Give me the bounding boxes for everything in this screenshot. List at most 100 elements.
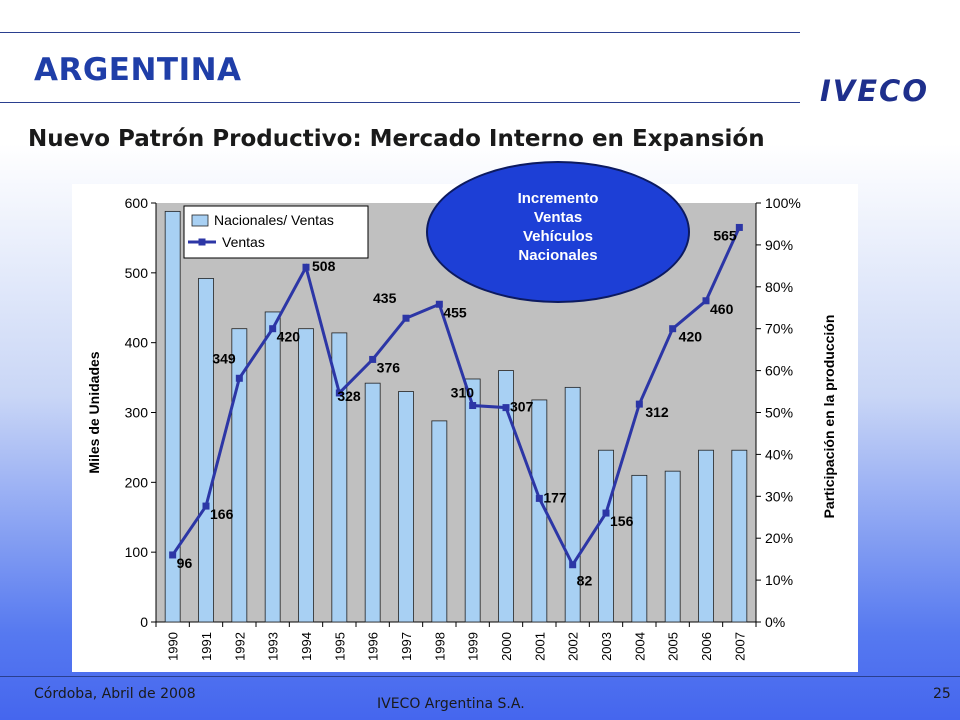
y2-tick-label: 60% xyxy=(765,363,793,379)
data-label: 349 xyxy=(212,350,236,366)
y2-tick-label: 50% xyxy=(765,405,793,421)
bar xyxy=(464,378,481,623)
bar xyxy=(231,328,248,623)
series-line-ventas xyxy=(171,226,741,568)
y-tick-label: 300 xyxy=(125,405,149,421)
legend-label-line: Ventas xyxy=(222,234,265,250)
line-marker xyxy=(569,561,577,569)
line-marker xyxy=(469,402,477,410)
x-tick-label: 2000 xyxy=(499,632,514,661)
line-marker xyxy=(669,325,677,333)
header-rule-bottom xyxy=(0,102,800,103)
y2-axis-title: Participación en la producción xyxy=(821,315,837,519)
line-marker xyxy=(369,355,377,363)
legend-line-marker xyxy=(198,238,206,246)
bar xyxy=(731,449,748,623)
data-label: 376 xyxy=(377,359,401,375)
x-tick-label: 2005 xyxy=(666,632,681,661)
line-marker xyxy=(435,300,443,308)
callout-line-4: Nacionales xyxy=(518,247,598,264)
bar xyxy=(364,382,381,623)
footer-date: Córdoba, Abril de 2008 xyxy=(34,686,196,702)
line-marker xyxy=(702,297,710,305)
data-label: 328 xyxy=(337,388,361,404)
bar xyxy=(298,328,314,623)
y2-tick-label: 100% xyxy=(765,195,801,211)
line-marker xyxy=(735,223,743,231)
page-number: 25 xyxy=(933,686,951,702)
data-label: 420 xyxy=(679,329,703,345)
bar xyxy=(698,449,714,623)
header-rule-top xyxy=(0,32,800,33)
y2-tick-label: 40% xyxy=(765,446,793,462)
y2-tick-label: 0% xyxy=(765,614,785,630)
y-tick-label: 600 xyxy=(125,195,149,211)
y2-tick-label: 20% xyxy=(765,530,793,546)
data-label: 166 xyxy=(210,506,234,522)
legend-bar-swatch xyxy=(191,214,209,227)
x-tick-label: 1998 xyxy=(432,632,447,661)
bar xyxy=(198,278,214,623)
bar xyxy=(564,386,581,623)
bar xyxy=(164,210,181,623)
footer-company: IVECO Argentina S.A. xyxy=(377,696,525,712)
x-tick-label: 2004 xyxy=(632,632,647,661)
bar xyxy=(398,391,414,623)
x-tick-label: 1996 xyxy=(366,632,381,661)
x-tick-label: 1997 xyxy=(399,632,414,661)
x-tick-label: 1999 xyxy=(466,632,481,661)
y-tick-label: 100 xyxy=(125,544,149,560)
line-marker xyxy=(202,502,210,510)
x-tick-label: 1993 xyxy=(266,632,281,661)
x-tick-label: 2006 xyxy=(699,632,714,661)
line-marker xyxy=(402,314,410,322)
bar xyxy=(264,311,281,623)
line-marker xyxy=(602,509,610,517)
data-label: 435 xyxy=(373,290,397,306)
y-axis-title: Miles de Unidades xyxy=(86,351,102,473)
page-title: ARGENTINA xyxy=(34,52,242,88)
bar xyxy=(431,420,448,623)
data-label: 565 xyxy=(713,227,737,243)
legend-label-bars: Nacionales/ Ventas xyxy=(214,212,334,228)
data-label: 455 xyxy=(443,304,467,320)
x-tick-label: 2003 xyxy=(599,632,614,661)
y2-tick-label: 80% xyxy=(765,279,793,295)
data-label: 310 xyxy=(451,385,475,401)
line-marker xyxy=(535,494,543,502)
y-tick-label: 200 xyxy=(125,474,149,490)
data-label: 82 xyxy=(577,573,593,589)
x-tick-label: 1991 xyxy=(199,632,214,661)
line-marker xyxy=(302,263,310,271)
data-label: 508 xyxy=(312,258,336,274)
data-label: 96 xyxy=(177,555,193,571)
callout-line-3: Vehículos xyxy=(522,228,594,245)
x-tick-label: 1992 xyxy=(232,632,247,661)
iveco-logo: IVECO xyxy=(820,74,929,108)
y2-tick-label: 90% xyxy=(765,237,793,253)
bar xyxy=(598,449,614,623)
data-label: 460 xyxy=(710,301,734,317)
slide-subtitle: Nuevo Patrón Productivo: Mercado Interno… xyxy=(28,126,765,152)
line-marker xyxy=(635,400,643,408)
callout-text: Incremento Ventas Vehículos Nacionales xyxy=(428,189,688,265)
line-marker xyxy=(169,551,177,559)
bar xyxy=(498,370,514,623)
callout-ellipse: Incremento Ventas Vehículos Nacionales xyxy=(426,161,690,303)
callout-line-1: Incremento xyxy=(517,190,599,207)
bar xyxy=(331,332,348,623)
line-marker xyxy=(502,404,510,412)
legend-box xyxy=(183,205,369,259)
bar xyxy=(631,474,648,623)
y2-tick-label: 10% xyxy=(765,572,793,588)
x-tick-label: 1994 xyxy=(299,632,314,661)
x-tick-label: 2001 xyxy=(532,632,547,661)
line-marker xyxy=(335,389,343,397)
callout-line-2: Ventas xyxy=(533,209,583,226)
y-tick-label: 500 xyxy=(125,265,149,281)
data-label: 312 xyxy=(645,404,669,420)
data-label: 420 xyxy=(277,329,301,345)
line-marker xyxy=(235,374,243,382)
x-tick-label: 2002 xyxy=(566,632,581,661)
bar xyxy=(664,470,681,623)
